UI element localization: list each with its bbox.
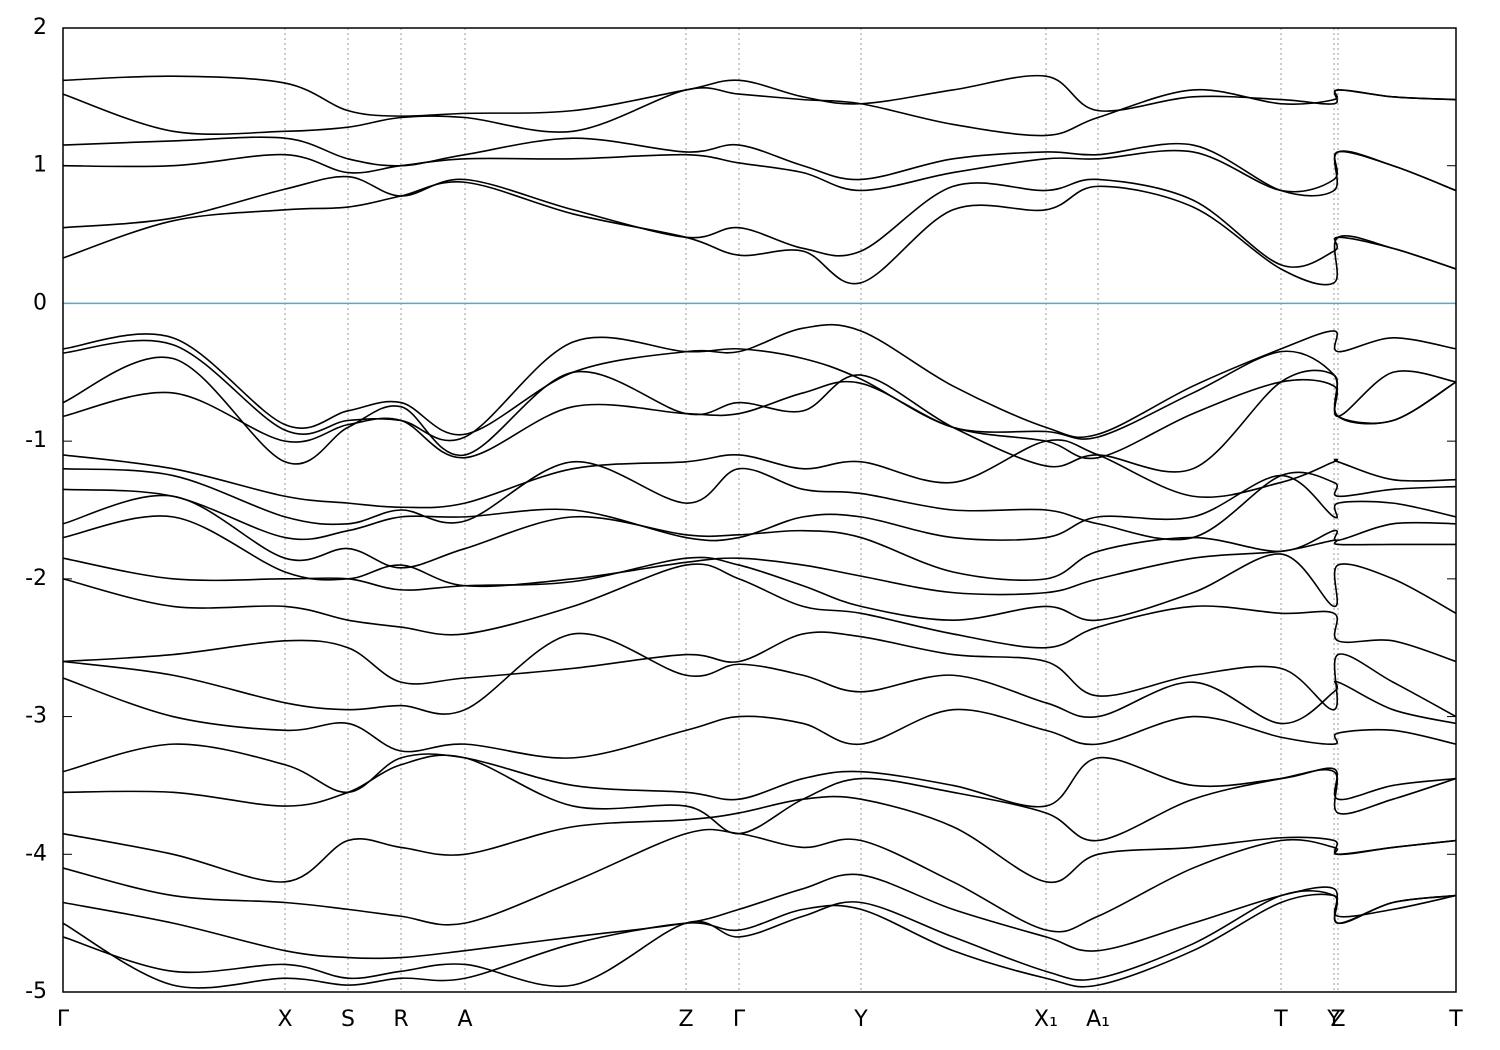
band-line (63, 631, 1456, 718)
x-tick-label: A (457, 1007, 472, 1032)
x-tick-label: Y (853, 1007, 868, 1032)
x-tick-label: S (341, 1007, 355, 1032)
band-line (63, 754, 1456, 842)
x-tick-label: X (277, 1007, 292, 1032)
band-line (63, 494, 1456, 581)
band-line (63, 136, 1456, 197)
band-line (63, 149, 1456, 193)
band-line (63, 439, 1456, 509)
band-line (63, 795, 1456, 884)
plot-frame (62, 27, 1457, 993)
x-tick-label: T (1273, 1007, 1288, 1032)
band-line (63, 743, 1456, 808)
band-line (63, 828, 1456, 933)
band-line (63, 460, 1456, 541)
band-line (63, 632, 1456, 725)
y-tick-label: 2 (33, 15, 47, 40)
y-tick-label: -1 (25, 428, 47, 453)
band-line (63, 890, 1456, 988)
band-line (63, 323, 1456, 439)
x-tick-label: Y (1326, 1007, 1341, 1032)
band-line (63, 336, 1456, 442)
x-tick-label: Γ (733, 1007, 746, 1032)
x-tick-label: X₁ (1034, 1007, 1058, 1032)
y-tick-label: -5 (25, 979, 47, 1004)
x-tick-label: A₁ (1086, 1007, 1110, 1032)
band-line (63, 86, 1456, 137)
band-line (63, 563, 1456, 663)
band-line (63, 356, 1456, 473)
x-tick-label: R (393, 1007, 408, 1032)
x-tick-label: Z (678, 1007, 693, 1032)
band-line (63, 553, 1456, 622)
y-tick-label: 1 (33, 153, 47, 178)
band-line (63, 515, 1456, 596)
y-tick-label: 0 (33, 290, 47, 315)
band-line (63, 677, 1456, 759)
y-tick-label: -4 (25, 841, 47, 866)
band-line (63, 378, 1456, 460)
band-line (63, 175, 1456, 270)
band-line (63, 873, 1456, 960)
band-line (63, 893, 1456, 989)
y-tick-label: -3 (25, 704, 47, 729)
x-tick-label: Γ (57, 1007, 70, 1032)
band-line (63, 180, 1456, 286)
y-tick-label: -2 (25, 566, 47, 591)
band-line (63, 474, 1456, 542)
x-tick-label: T (1448, 1007, 1463, 1032)
x-tick-label: Z (1330, 1007, 1345, 1032)
band-line (63, 74, 1456, 117)
